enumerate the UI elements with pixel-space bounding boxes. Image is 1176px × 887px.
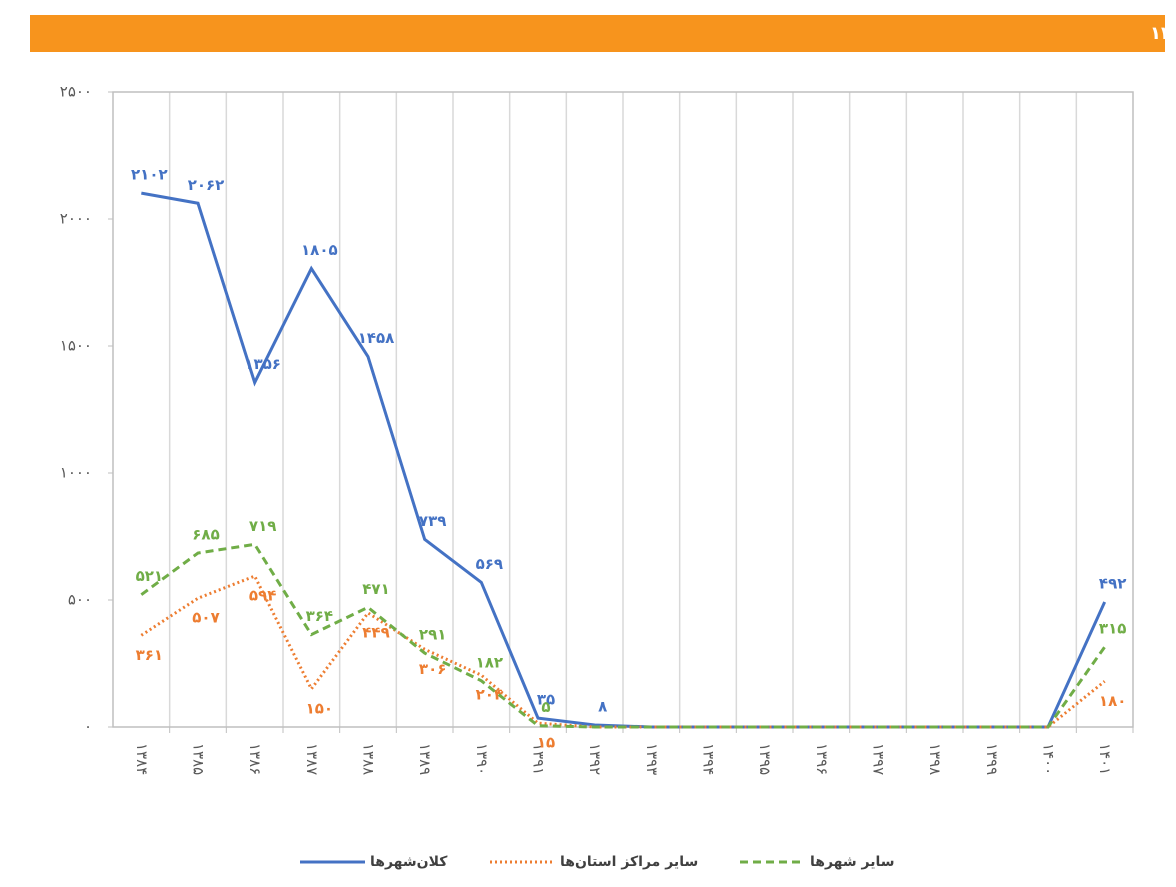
- data-label: ۳۶۱: [136, 646, 163, 664]
- data-label: ۵۰۷: [192, 609, 219, 627]
- x-tick-label: ۱۳۹۰: [473, 743, 491, 775]
- chart-title: شکل۴.نمودار تعداداتوبوس نوخریداری شده با…: [1150, 23, 1176, 44]
- data-label: ۵: [541, 698, 550, 716]
- data-label: ۴۷۱: [362, 580, 389, 598]
- legend-label: سایر شهرها: [810, 854, 895, 870]
- data-label: ۳۶۴: [306, 607, 333, 625]
- x-tick-label: ۱۳۹۷: [870, 743, 888, 775]
- data-label: ۲۱۰۲: [131, 166, 168, 184]
- x-tick-label: ۱۳۸۹: [416, 743, 434, 775]
- x-tick-label: ۱۴۰۰: [1040, 743, 1058, 775]
- legend-label: کلان‌شهرها: [370, 854, 448, 870]
- x-tick-label: ۱۳۸۸: [360, 743, 378, 775]
- y-tick-label: ۰: [84, 718, 92, 736]
- data-label: ۱۵: [537, 734, 555, 752]
- title-banner: [30, 15, 1165, 52]
- x-tick-label: ۱۳۸۴: [133, 743, 151, 775]
- data-label: ۶۸۵: [192, 526, 219, 544]
- data-label: ۳۵: [537, 691, 555, 709]
- y-tick-label: ۲۰۰۰: [60, 210, 92, 228]
- data-label: ۷۱۹: [249, 517, 276, 535]
- y-tick-label: ۱۵۰۰: [60, 337, 92, 355]
- x-tick-label: ۱۳۹۶: [813, 743, 831, 775]
- x-tick-label: ۱۳۹۲: [586, 743, 604, 775]
- data-label: ۲۰۴: [476, 686, 503, 704]
- data-label: ۱۵۰: [306, 699, 333, 717]
- x-tick-label: ۱۳۸۵: [190, 743, 208, 775]
- y-tick-label: ۵۰۰: [68, 591, 92, 609]
- series-line: [140, 542, 1106, 729]
- x-tick-label: ۱۳۸۶: [246, 743, 264, 775]
- x-tick-label: ۱۳۹۸: [926, 743, 944, 775]
- data-label: ۱۸۰۵: [301, 241, 338, 259]
- data-label: ۱۸۰: [1099, 692, 1126, 710]
- data-label: ۵۲۱: [136, 567, 163, 585]
- x-tick-label: ۱۳۹۹: [983, 743, 1001, 775]
- data-label: ۲۹۱: [419, 626, 446, 644]
- x-tick-label: ۱۳۹۵: [756, 743, 774, 775]
- x-tick-label: ۱۴۰۱: [1096, 743, 1114, 775]
- data-label: ۲۰۶۲: [188, 176, 225, 194]
- data-label: ۸: [598, 697, 607, 715]
- x-tick-label: ۱۳۹۱: [530, 743, 548, 775]
- y-tick-label: ۱۰۰۰: [60, 464, 92, 482]
- data-label: ۵۹۴: [249, 587, 276, 605]
- data-label: ۱۸۲: [476, 653, 503, 671]
- x-tick-label: ۱۳۹۴: [700, 743, 718, 775]
- data-label: ۳۱۵: [1099, 619, 1126, 637]
- x-tick-label: ۱۳۸۷: [303, 743, 321, 775]
- legend-label: سایر مراکز استان‌ها: [560, 854, 698, 870]
- data-label: ۱۳۵۶: [244, 355, 281, 373]
- data-label: ۵۶۹: [476, 555, 503, 573]
- data-label: ۳۰۶: [419, 660, 446, 678]
- data-label: ۴۴۹: [362, 623, 389, 641]
- y-tick-label: ۲۵۰۰: [60, 83, 92, 101]
- data-label: ۷۳۹: [419, 512, 446, 530]
- data-label: ۱۴۵۸: [358, 329, 395, 347]
- data-label: ۴۹۲: [1099, 575, 1126, 593]
- x-tick-label: ۱۳۹۳: [643, 743, 661, 775]
